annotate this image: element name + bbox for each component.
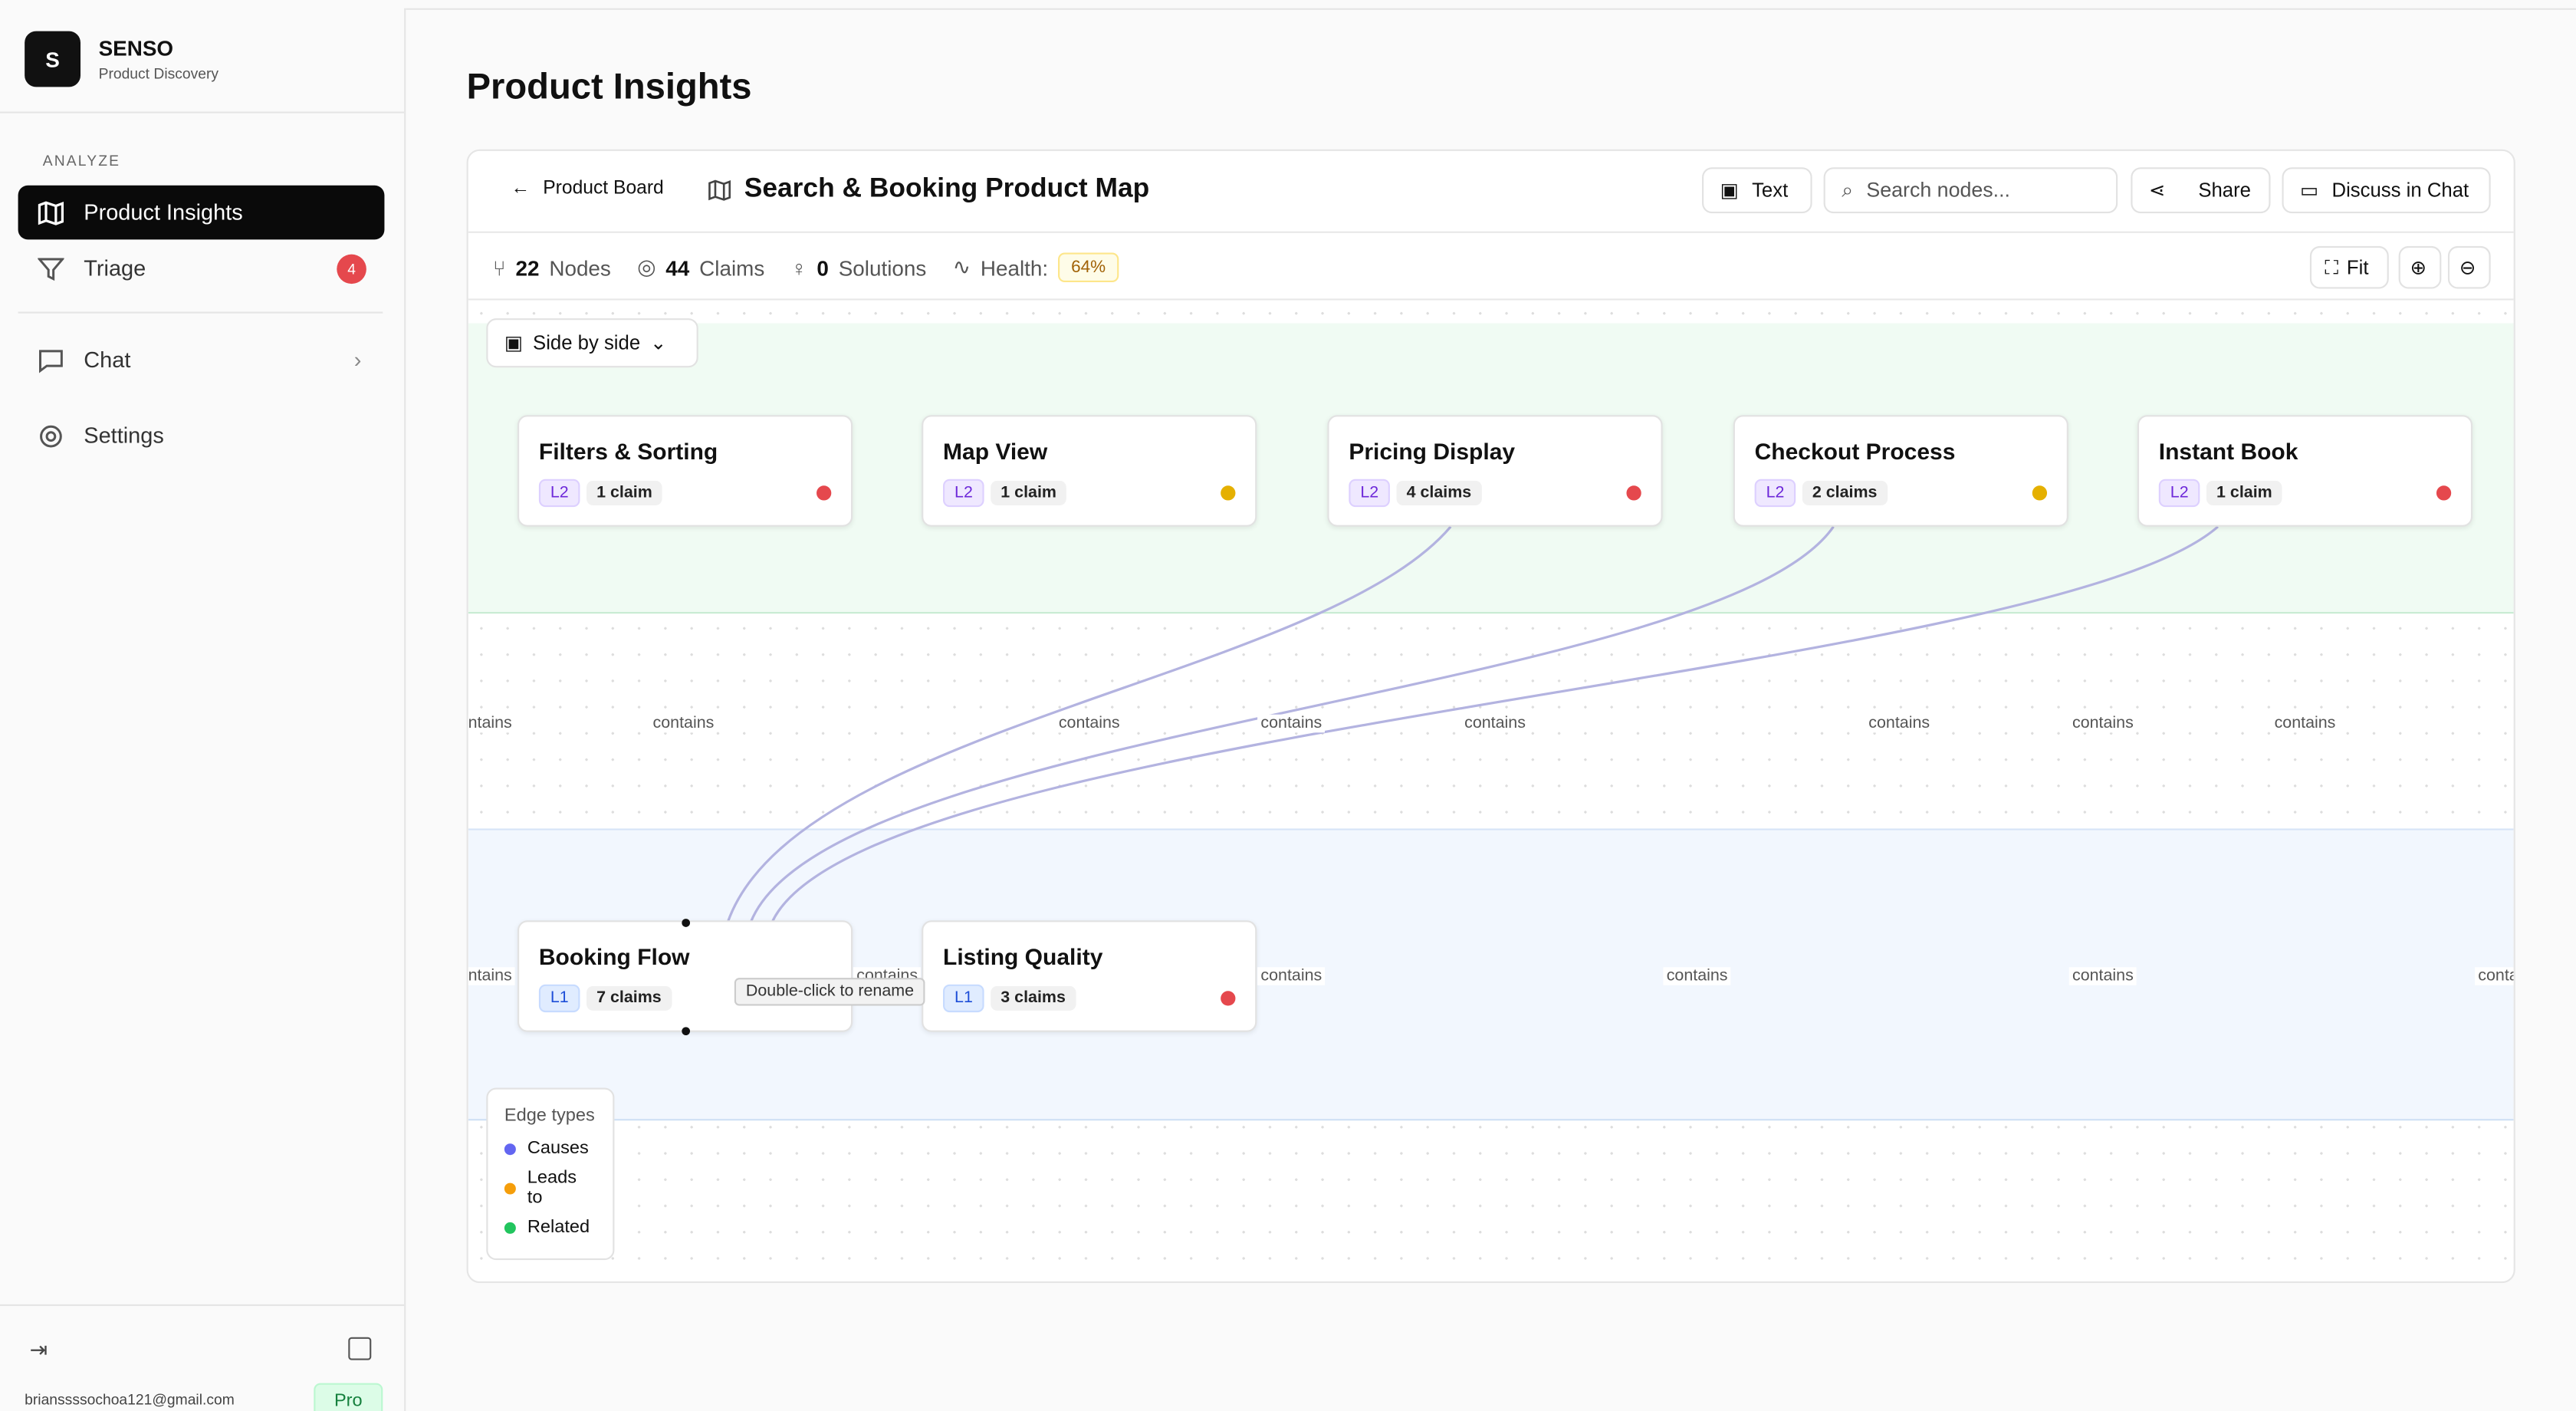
legend-item: Related [504,1217,596,1238]
legend-label: Causes [527,1138,589,1159]
legend-label: Leads to [527,1168,577,1208]
status-dot [816,485,832,501]
edge-label: contains [2475,967,2514,985]
sidebar: S SENSO Product Discovery ANALYZE Produc… [0,8,406,1411]
plan: Pro [314,1383,383,1411]
node[interactable]: Pricing Display L2 4 claims [1327,415,1663,527]
claims-chip: 7 claims [586,985,672,1011]
edge-label: contains [649,714,718,733]
brand-sub: Product Discovery [98,65,219,82]
level-chip: L1 [943,984,984,1013]
claims-chip: 2 claims [1802,480,1888,505]
claims-chip: 1 claim [2206,480,2282,505]
node[interactable]: Instant Book L2 1 claim [2137,415,2473,527]
canvas: ▣ Side by side ⌄ Filters & Sorting L2 1 clai… [468,300,2514,1281]
nav-item[interactable]: Chat › [18,333,385,387]
stats: ⑂ 22 Nodes ◎ 44 Claims ♀ 0 Solutions ∿ Health: … [493,252,1119,282]
nav-item[interactable]: Product Insights [18,185,385,240]
legend-item: Leads to [504,1168,596,1208]
legend: Edge types Causes Leads to Related [486,1087,615,1261]
search[interactable]: ⌕ Search nodes... [1823,167,2118,214]
badge: 4 [337,253,366,284]
edges [726,525,2219,923]
node[interactable]: Map View L2 1 claim [922,415,1257,527]
level-chip: L2 [2158,479,2200,508]
page-title: Product Insights [466,65,752,107]
text-btn[interactable]: ▣ Text [1702,167,1812,214]
status-dot [2032,485,2048,501]
claims-chip: 4 claims [1396,480,1482,505]
map-title: Search & Booking Product Map [708,174,1149,206]
node-title: Pricing Display [1349,438,1516,465]
back[interactable]: ← Product Board [511,179,664,199]
node-title: Map View [943,438,1048,465]
claims-chip: 1 claim [991,480,1066,505]
edge-label: contains [2068,967,2137,985]
node-title: Booking Flow [538,943,690,970]
edge-label: contains [468,714,516,733]
node[interactable]: Booking Flow L1 7 claims [518,920,853,1032]
share[interactable]: ⋖ Share [2131,167,2271,214]
board: ← Product Board Search & Booking Product … [466,149,2515,1284]
email: brianssssochoa121@gmail.com [25,1391,235,1408]
edge-label: contains [2271,714,2339,733]
claims-chip: 3 claims [991,985,1076,1011]
brand: SENSO [98,36,174,61]
status-dot [1626,485,1641,501]
legend-dot [504,1182,516,1194]
level-chip: L1 [538,984,580,1013]
section: ANALYZE [42,152,121,169]
nav-item[interactable]: Triage 4 [18,242,385,296]
edge-label: contains [1055,714,1123,733]
edge-label: contains [1257,967,1326,985]
edge-label: contains [1865,714,1934,733]
zoom-out[interactable]: ⊖ [2447,245,2491,289]
nav-item[interactable]: Settings [18,409,385,463]
node-title: Filters & Sorting [538,438,718,465]
claims-chip: 1 claim [586,480,662,505]
edge-label: contains [1663,967,1731,985]
node-title: Listing Quality [943,943,1103,970]
discuss[interactable]: ▭ Discuss in Chat [2282,167,2491,214]
collapse[interactable] [348,1337,372,1360]
view-mode[interactable]: ▣ Side by side ⌄ [486,318,698,368]
status-dot [1221,991,1236,1006]
logout[interactable]: ⇥ [29,1337,48,1362]
logo: S [25,31,81,87]
fit[interactable]: ⛶ Fit [2309,245,2389,289]
edge-label: contains [468,967,516,985]
edge-label: contains [1460,714,1530,733]
edge-label: contains [1257,714,1326,733]
legend-item: Causes [504,1138,596,1159]
node-title: Instant Book [2158,438,2298,465]
main [406,8,2576,1411]
node-title: Checkout Process [1754,438,1956,465]
legend-label: Related [527,1217,590,1238]
node[interactable]: Listing Quality L1 3 claims [922,920,1257,1032]
status-dot [1221,485,1236,501]
level-chip: L2 [1754,479,1796,508]
level-chip: L2 [538,479,580,508]
node[interactable]: Checkout Process L2 2 claims [1733,415,2068,527]
tooltip: Double-click to rename [734,978,926,1006]
node[interactable]: Filters & Sorting L2 1 claim [518,415,853,527]
level-chip: L2 [1349,479,1391,508]
zoom-in[interactable]: ⊕ [2398,245,2442,289]
edge-label: contains [2068,714,2137,733]
level-chip: L2 [943,479,984,508]
legend-dot [504,1221,516,1233]
status-dot [2436,485,2452,501]
legend-dot [504,1143,516,1155]
